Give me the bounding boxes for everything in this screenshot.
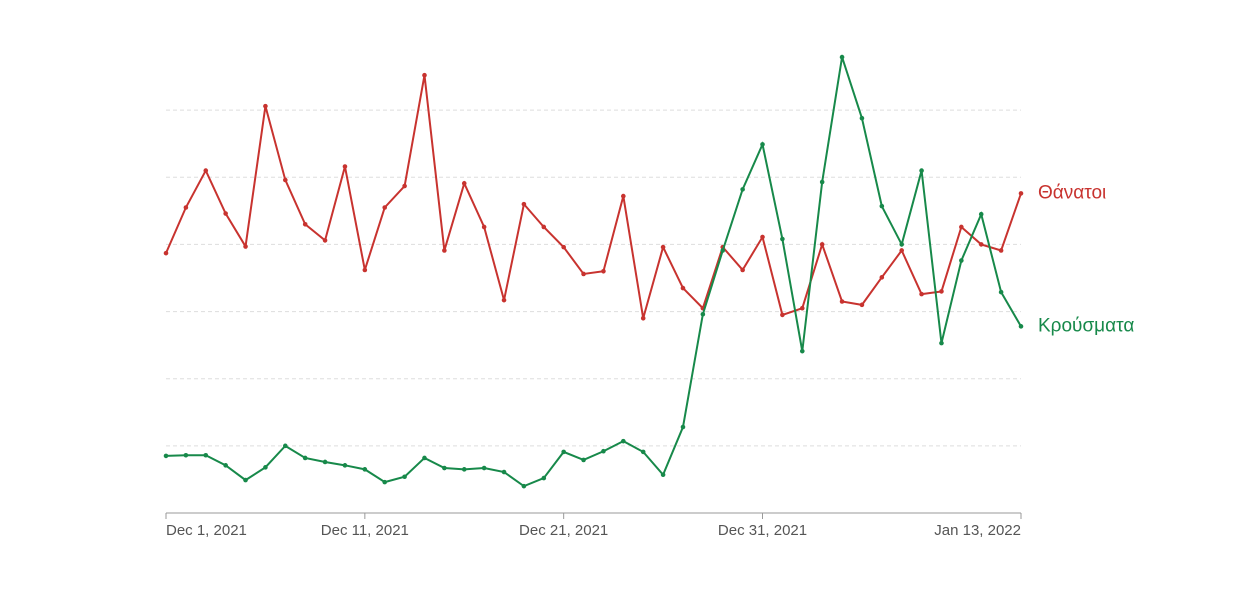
data-point bbox=[621, 193, 626, 199]
data-point bbox=[959, 224, 964, 230]
data-point bbox=[183, 452, 189, 458]
data-point bbox=[839, 299, 845, 304]
data-point bbox=[521, 201, 527, 207]
data-point bbox=[561, 449, 566, 455]
data-point bbox=[601, 268, 606, 274]
data-point bbox=[402, 183, 407, 189]
data-point bbox=[959, 258, 964, 263]
data-point bbox=[780, 236, 785, 242]
x-tick-label: Jan 13, 2022 bbox=[934, 522, 1021, 539]
data-point bbox=[899, 248, 904, 253]
data-point bbox=[740, 187, 745, 192]
data-point bbox=[163, 250, 169, 256]
data-point bbox=[402, 474, 407, 480]
data-point bbox=[819, 242, 825, 247]
data-point bbox=[302, 221, 308, 227]
series-line bbox=[165, 56, 1022, 488]
data-point bbox=[1018, 324, 1024, 329]
data-point bbox=[680, 285, 686, 291]
data-point bbox=[939, 340, 944, 346]
data-point bbox=[660, 244, 666, 250]
data-point bbox=[243, 244, 248, 249]
x-tick-label: Dec 1, 2021 bbox=[166, 522, 247, 539]
data-point bbox=[859, 302, 865, 308]
data-point bbox=[442, 248, 447, 253]
data-point bbox=[322, 459, 328, 465]
data-point bbox=[203, 452, 209, 458]
data-point bbox=[382, 479, 388, 485]
data-point bbox=[283, 177, 288, 183]
data-point bbox=[243, 477, 248, 483]
data-point bbox=[322, 238, 328, 243]
data-point bbox=[621, 438, 626, 444]
data-point bbox=[283, 443, 288, 449]
x-tick-label: Dec 11, 2021 bbox=[321, 522, 409, 539]
data-point bbox=[183, 205, 189, 210]
data-point bbox=[203, 168, 209, 173]
data-point bbox=[978, 211, 984, 217]
series-label: Κρούσματα bbox=[1038, 315, 1134, 336]
data-point bbox=[799, 348, 805, 354]
data-point bbox=[263, 103, 268, 109]
data-point bbox=[581, 457, 586, 463]
data-point bbox=[760, 142, 765, 147]
data-point bbox=[263, 465, 268, 470]
data-point bbox=[223, 463, 228, 468]
data-point bbox=[342, 164, 348, 169]
data-point bbox=[223, 211, 228, 216]
data-point bbox=[660, 472, 666, 478]
data-point bbox=[521, 483, 527, 489]
data-point bbox=[780, 312, 785, 318]
data-point bbox=[481, 224, 487, 230]
data-point bbox=[700, 311, 706, 317]
data-point bbox=[760, 234, 765, 240]
data-point bbox=[601, 448, 606, 454]
data-point bbox=[998, 289, 1004, 295]
data-point bbox=[919, 168, 924, 173]
data-point bbox=[939, 289, 944, 294]
data-point bbox=[859, 115, 865, 121]
data-point bbox=[442, 465, 447, 471]
data-point bbox=[978, 242, 984, 247]
data-point bbox=[342, 463, 348, 468]
data-point bbox=[799, 305, 805, 311]
data-point bbox=[680, 424, 686, 430]
x-tick-label: Dec 31, 2021 bbox=[718, 522, 807, 539]
series-line bbox=[165, 75, 1022, 319]
data-point bbox=[879, 275, 885, 280]
x-tick-label: Dec 21, 2021 bbox=[519, 522, 608, 539]
data-point bbox=[1018, 191, 1024, 196]
data-point bbox=[998, 248, 1004, 253]
data-point bbox=[501, 297, 507, 303]
data-point bbox=[362, 467, 368, 472]
data-point bbox=[163, 453, 169, 459]
data-point bbox=[740, 267, 745, 273]
data-point bbox=[819, 179, 825, 185]
data-point bbox=[839, 54, 845, 60]
data-point bbox=[541, 224, 547, 230]
data-point bbox=[541, 475, 547, 481]
data-point bbox=[581, 271, 586, 277]
data-point bbox=[461, 181, 467, 186]
data-point bbox=[501, 469, 507, 475]
data-point bbox=[640, 315, 646, 321]
data-point bbox=[362, 267, 368, 273]
data-point bbox=[422, 72, 427, 78]
data-point bbox=[382, 205, 388, 210]
data-point bbox=[461, 467, 467, 472]
data-point bbox=[481, 465, 487, 471]
series-label: Θάνατοι bbox=[1038, 182, 1106, 203]
data-point bbox=[640, 449, 646, 455]
data-point bbox=[720, 248, 726, 253]
data-point bbox=[879, 203, 885, 209]
data-point bbox=[899, 242, 904, 247]
data-point bbox=[302, 455, 308, 461]
data-point bbox=[919, 291, 924, 297]
data-point bbox=[561, 244, 566, 250]
data-point bbox=[422, 455, 427, 461]
